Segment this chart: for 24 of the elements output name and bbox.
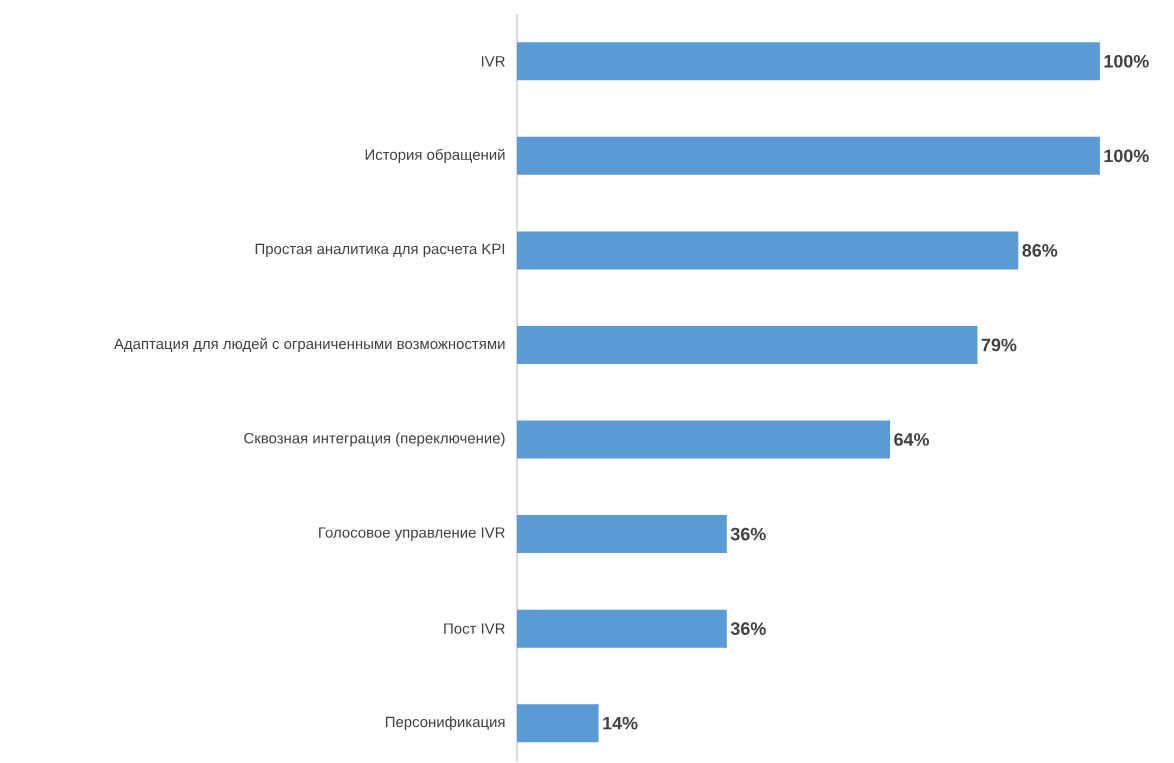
bar (517, 420, 891, 459)
y-tick-label: Голосовое управление IVR (319, 527, 505, 541)
bar (517, 231, 1019, 270)
y-tick-label: IVR (481, 56, 505, 67)
bar (517, 609, 727, 648)
data-label: 86% (1022, 244, 1058, 257)
bar (517, 704, 599, 743)
data-label: 36% (730, 527, 766, 541)
data-label: 36% (730, 622, 766, 635)
bar (517, 136, 1100, 175)
y-tick-label: Пост IVR (444, 623, 505, 634)
bar (517, 42, 1100, 81)
data-label: 100% (1104, 54, 1149, 68)
bar (517, 325, 978, 364)
y-tick-label: Сквозная интеграция (переключение) (244, 432, 505, 447)
y-tick-label: История обращений (365, 148, 505, 163)
y-tick-label: Простая аналитика для расчета KPI (255, 243, 505, 258)
y-tick-label: Персонификация (385, 716, 505, 731)
data-label: 79% (981, 338, 1017, 352)
data-label: 100% (1104, 149, 1149, 163)
y-tick-label: Адаптация для людей с ограниченными возможностями (113, 337, 505, 353)
data-label: 14% (603, 716, 638, 730)
bar (517, 515, 727, 554)
data-label: 64% (894, 433, 929, 446)
